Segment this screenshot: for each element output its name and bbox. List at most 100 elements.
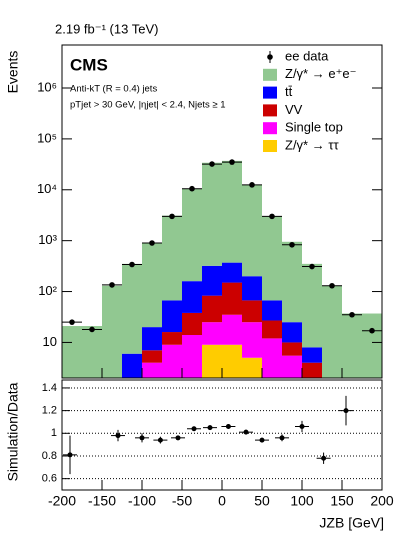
stack-bar (282, 342, 302, 356)
x-tick-label: -50 (172, 493, 192, 509)
legend-label: VV (285, 102, 303, 117)
legend-swatch (263, 68, 277, 81)
y-tick-label: 1.2 (42, 405, 57, 417)
y-axis-title: Events (5, 51, 21, 94)
data-point (342, 311, 362, 318)
stack-bar (202, 265, 222, 296)
stack-bar (242, 276, 262, 301)
legend-swatch (263, 122, 277, 135)
marker (309, 263, 315, 270)
marker (109, 282, 115, 288)
x-tick-label: 150 (330, 493, 354, 509)
stack-bar (322, 285, 342, 378)
marker (249, 182, 255, 188)
data-point (122, 261, 142, 268)
stack-bar (202, 162, 222, 266)
stack-bar (82, 326, 102, 378)
experiment-label: CMS (70, 55, 108, 74)
stack-bar (222, 262, 242, 283)
ratio-point (115, 433, 121, 439)
data-point (142, 240, 162, 246)
marker (129, 261, 135, 268)
lumi-label: 2.19 fb⁻¹ (13 TeV) (55, 21, 158, 36)
y-tick-label: 10 (43, 334, 57, 349)
y-tick-label: 10² (38, 283, 57, 298)
ratio-point (67, 452, 73, 458)
stack-bar (262, 300, 282, 321)
stack-bar (162, 332, 182, 345)
y-tick-label: 0.6 (42, 473, 57, 485)
stack-bar (182, 312, 202, 335)
stack-bar (122, 263, 142, 354)
x-tick-label: -100 (128, 493, 156, 509)
stack-bar (262, 216, 282, 301)
x-tick-label: 200 (370, 493, 394, 509)
stack-bar (142, 350, 162, 363)
x-tick-label: 50 (254, 493, 270, 509)
y-tick-label: 10⁵ (37, 130, 57, 145)
stack-bar (222, 282, 242, 315)
legend-label: tt̄ (285, 84, 293, 99)
stack-bar (222, 344, 242, 378)
ratio-point (157, 437, 163, 443)
ratio-point (299, 423, 305, 429)
marker (269, 213, 275, 220)
stack-bar (222, 314, 242, 345)
data-point (62, 319, 82, 325)
marker (69, 319, 75, 325)
stack-bar (62, 326, 82, 378)
ratio-y-axis-title: Simulation/Data (5, 382, 21, 481)
ratio-point (243, 429, 249, 435)
stack-bar (182, 188, 202, 282)
stack-bar (162, 215, 182, 301)
ratio-frame (61, 379, 383, 491)
x-axis-title: JZB [GeV] (319, 515, 384, 531)
stack-bar (282, 241, 302, 323)
y-tick-label: 0.8 (42, 450, 57, 462)
data-point (302, 263, 322, 270)
data-point (102, 282, 122, 288)
stack-bar (142, 242, 162, 328)
y-tick-label: 10⁶ (37, 79, 57, 94)
marker (329, 282, 335, 289)
stack-bar (142, 327, 162, 351)
y-tick-label: 1 (51, 427, 57, 439)
stack-bar (302, 263, 322, 348)
data-point (242, 182, 262, 188)
ratio-point (279, 435, 285, 441)
data-point (322, 282, 342, 289)
annotation: pTjet > 30 GeV, |ηjet| < 2.4, Njets ≥ 1 (70, 100, 226, 111)
ratio-point (321, 455, 327, 461)
legend-label: Z/γ* → e⁺e⁻ (285, 66, 357, 81)
y-tick-label: 10³ (38, 232, 57, 247)
marker (189, 185, 195, 192)
marker (349, 311, 355, 318)
ratio-point (207, 425, 213, 431)
legend-label: ee data (285, 48, 329, 63)
stack-bar (282, 322, 302, 343)
data-point (82, 326, 102, 333)
ratio-point (139, 435, 145, 441)
stack-bar (242, 322, 262, 358)
y-tick-label: 1.4 (42, 382, 57, 394)
data-point (282, 241, 302, 248)
stack-bar (182, 281, 202, 313)
ratio-point (343, 408, 349, 414)
stack-bar (162, 300, 182, 333)
data-point (362, 327, 382, 334)
stack-bar (302, 347, 322, 363)
data-point (182, 185, 202, 192)
x-tick-label: -200 (48, 493, 76, 509)
data-point (262, 213, 282, 220)
marker (289, 241, 295, 248)
stack-bar (242, 184, 262, 277)
legend-label: Z/γ* → ττ (285, 137, 339, 152)
marker (89, 326, 95, 333)
stack-bar (302, 362, 322, 378)
data-point (162, 213, 182, 220)
stack-bar (362, 313, 382, 378)
marker (229, 159, 235, 165)
y-tick-label: 10⁴ (37, 181, 57, 196)
legend-swatch (263, 104, 277, 117)
x-tick-label: -150 (88, 493, 116, 509)
